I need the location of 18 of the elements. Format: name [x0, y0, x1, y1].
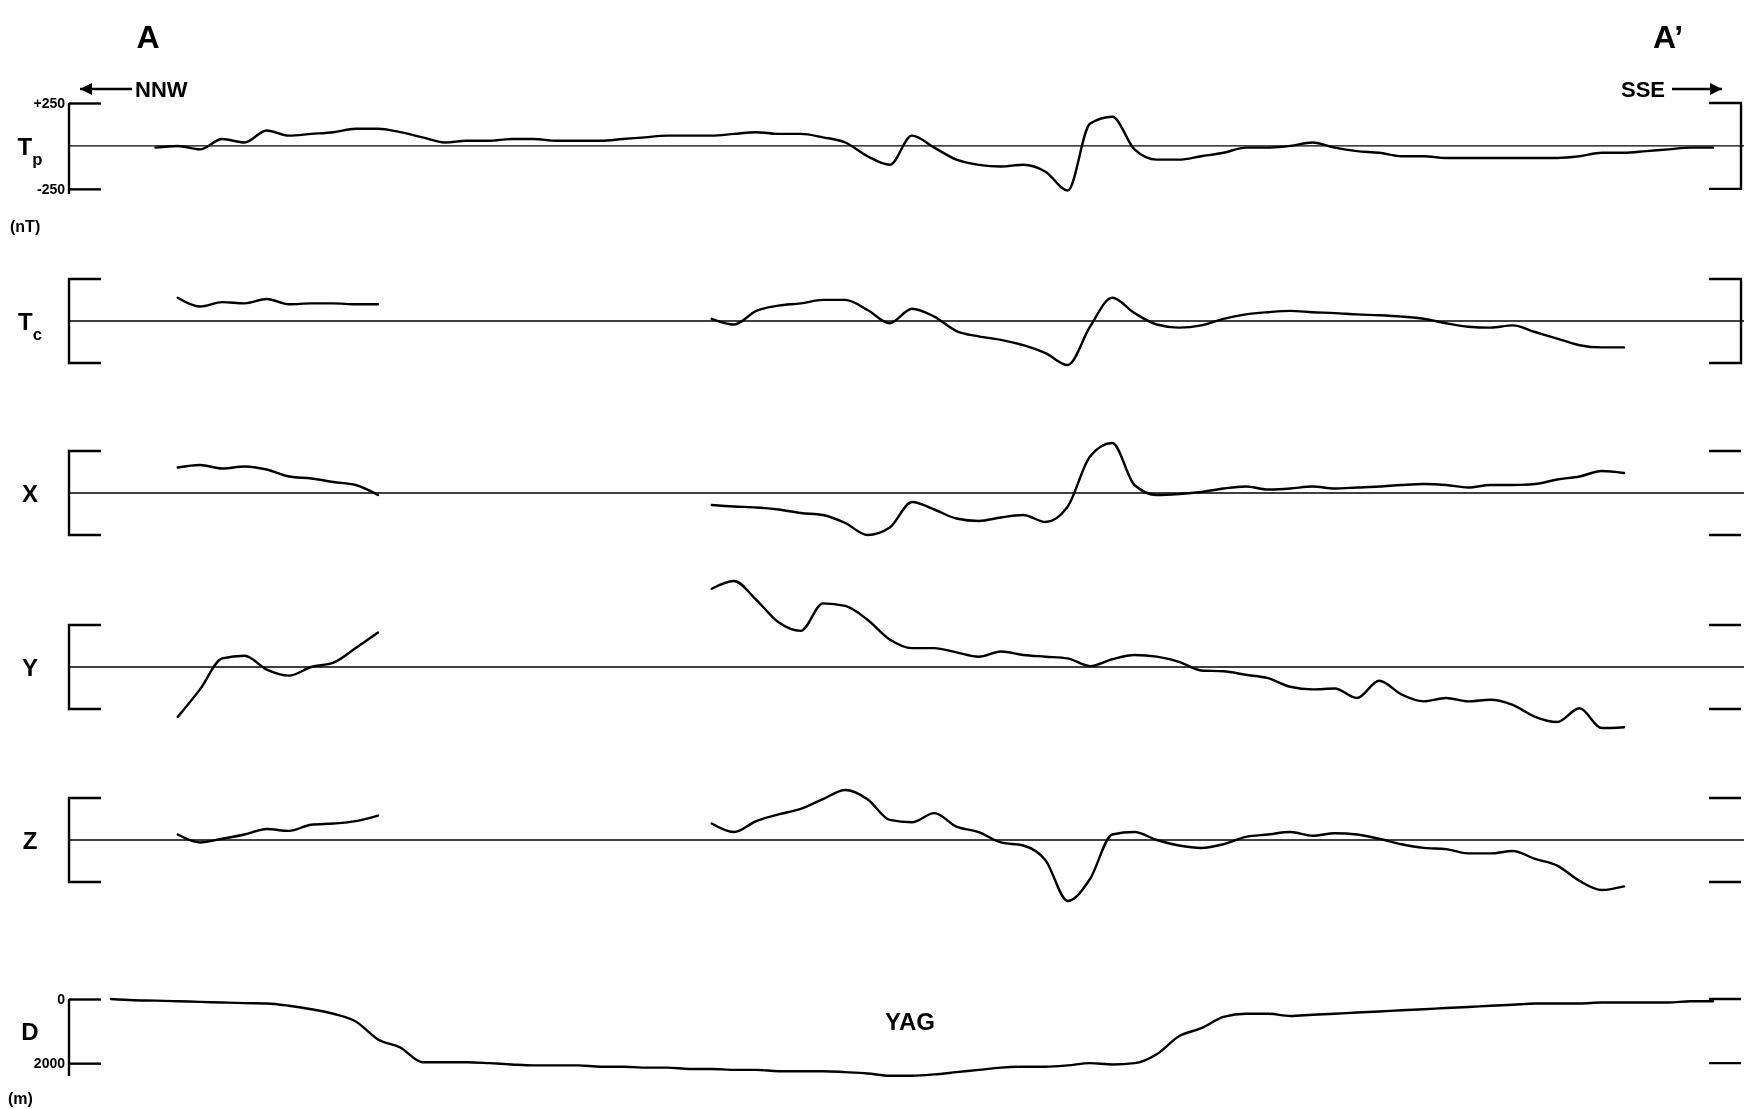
text: NNW — [135, 77, 188, 102]
y-axis-title: Z — [22, 827, 38, 854]
line-series — [109, 997, 1715, 1077]
y-tick-label: +250 — [33, 95, 66, 111]
y-tick-label: -250 — [36, 180, 66, 197]
y-tick-label: 0 — [57, 991, 66, 1007]
text: (m) — [8, 1090, 33, 1107]
y-axis-title: T$_{c}$ — [17, 308, 43, 344]
y-axis-title: D — [21, 1018, 39, 1045]
text: A — [136, 19, 160, 55]
annotation: YAG — [885, 1008, 935, 1035]
y-tick-label: 2000 — [33, 1055, 66, 1072]
text: SSE — [1620, 77, 1665, 102]
text: A’ — [1652, 19, 1684, 55]
text: (nT) — [10, 218, 41, 235]
y-axis-title: X — [21, 480, 39, 507]
y-axis-title: T$_{p}$ — [17, 133, 43, 169]
y-axis-title: Y — [21, 654, 39, 681]
